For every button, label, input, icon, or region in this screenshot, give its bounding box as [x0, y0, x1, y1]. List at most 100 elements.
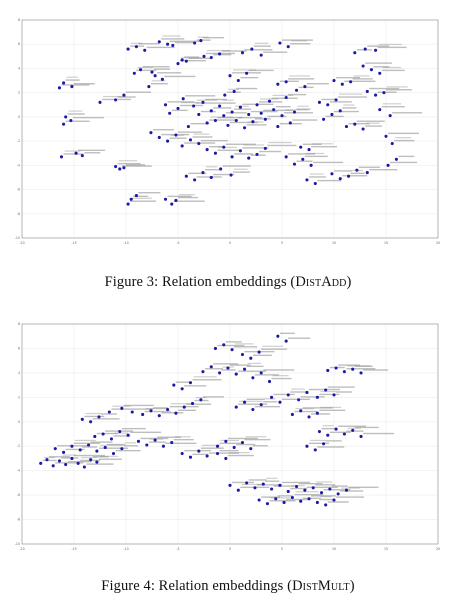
fig4-point	[324, 388, 328, 392]
fig3-ytick-label: 6	[18, 42, 20, 46]
fig3-label-smudge	[181, 102, 200, 104]
fig4-label-smudge	[74, 439, 96, 442]
fig3-label-smudge	[204, 98, 227, 101]
fig4-label-smudge	[254, 374, 279, 376]
fig4-label-smudge	[279, 332, 295, 335]
fig4-point	[234, 405, 238, 409]
fig3-point	[226, 123, 230, 127]
fig4-label-smudge	[363, 432, 395, 435]
fig4-label-smudge	[115, 449, 141, 452]
fig4-label-smudge	[291, 485, 305, 487]
fig3-point	[114, 98, 118, 102]
fig3-label-smudge	[395, 137, 412, 139]
fig3-label-smudge	[188, 57, 211, 59]
fig3-point	[193, 41, 197, 45]
fig3-label-smudge	[63, 153, 84, 155]
fig4-label-smudge	[173, 438, 194, 441]
fig4-point	[359, 371, 363, 375]
fig4-label-smudge	[338, 364, 361, 366]
fig4-point	[182, 405, 186, 409]
fig3-label-smudge	[173, 200, 205, 202]
fig3-point	[347, 174, 351, 178]
fig3-point	[330, 112, 334, 117]
fig4-label-smudge	[81, 456, 98, 459]
fig4-label-smudge	[85, 412, 102, 415]
fig4-point	[324, 503, 328, 507]
fig4-label-smudge	[315, 484, 336, 486]
fig3-label-smudge	[200, 110, 216, 113]
fig3-label-smudge	[288, 78, 315, 80]
fig3-label-smudge	[190, 122, 210, 125]
fig3-point	[267, 99, 272, 103]
fig3-point	[193, 178, 197, 182]
fig4-ytick-label: 6	[18, 346, 20, 350]
fig3-point	[234, 118, 238, 123]
fig3-ytick-label: 4	[18, 66, 20, 70]
fig3-point	[238, 105, 242, 109]
fig4-label-smudge	[86, 463, 114, 465]
fig3-label-smudge	[188, 172, 207, 175]
fig4-xtick-label: 0	[229, 547, 231, 551]
fig4-point	[228, 483, 232, 487]
fig4-point	[315, 411, 319, 415]
fig4-label-smudge	[192, 453, 209, 456]
fig4-label-smudge	[112, 405, 131, 407]
fig3-label-smudge	[227, 88, 239, 90]
fig3-label-smudge	[117, 96, 136, 98]
fig4-point	[290, 412, 294, 416]
fig3-label-smudge	[162, 35, 181, 37]
fig4-point	[297, 398, 301, 402]
fig4-point	[95, 449, 99, 453]
fig3-point	[361, 127, 365, 131]
fig3-label-smudge	[117, 162, 141, 165]
fig3-label-smudge	[263, 51, 288, 53]
fig4-point	[276, 334, 280, 338]
fig4-label-smudge	[329, 431, 351, 434]
fig3-label-smudge	[388, 132, 419, 135]
fig4-label-smudge	[175, 381, 191, 383]
fig3-xtick-label: 10	[332, 241, 336, 245]
fig3-label-smudge	[365, 62, 393, 64]
fig4-ytick-label: 2	[18, 395, 20, 399]
fig3-label-smudge	[195, 102, 222, 104]
fig4-label-smudge	[73, 442, 100, 445]
fig3-point	[186, 125, 190, 129]
fig3-label-smudge	[196, 99, 218, 101]
fig3-label-smudge	[121, 165, 152, 167]
fig4-point	[278, 400, 282, 404]
fig4-label-smudge	[123, 445, 138, 447]
fig4-label-smudge	[248, 479, 267, 481]
fig3-xtick-label: 5	[281, 241, 283, 245]
fig3-point	[361, 64, 365, 68]
fig4-point	[240, 353, 245, 357]
fig3-label-smudge	[288, 153, 316, 155]
fig4-point	[145, 443, 149, 447]
fig4-label-smudge	[204, 368, 223, 370]
fig4-label-smudge	[336, 496, 364, 498]
fig3-label-smudge	[65, 79, 80, 81]
fig3-label-smudge	[240, 76, 259, 79]
fig3-label-smudge	[392, 112, 423, 114]
fig3-point	[223, 93, 227, 97]
fig4-label-smudge	[152, 407, 168, 409]
figure-3: -20 -15 -10 -5 0 5 10 15 20 -10 -8 -6 -4 -2 0 2 4 6 8 Figu…	[0, 0, 456, 300]
fig3-point	[330, 172, 334, 176]
fig4-label-smudge	[321, 427, 336, 430]
fig3-label-smudge	[285, 109, 309, 111]
fig3-label-smudge	[339, 93, 363, 95]
fig4-label-smudge	[165, 442, 197, 445]
fig3-point	[126, 47, 130, 51]
fig4-label-smudge	[234, 346, 258, 348]
fig4-point	[70, 444, 74, 448]
fig3-point	[219, 167, 223, 171]
fig3-label-smudge	[243, 144, 265, 146]
fig4-point	[149, 409, 153, 413]
fig4-label-smudge	[124, 442, 137, 444]
fig4-point	[70, 456, 74, 460]
fig3-label-smudge	[213, 53, 232, 56]
fig4-point	[359, 434, 363, 438]
fig3-point	[168, 111, 172, 115]
fig3-point	[334, 98, 338, 102]
fig3-point	[134, 45, 138, 49]
fig3-label-smudge	[178, 194, 195, 196]
